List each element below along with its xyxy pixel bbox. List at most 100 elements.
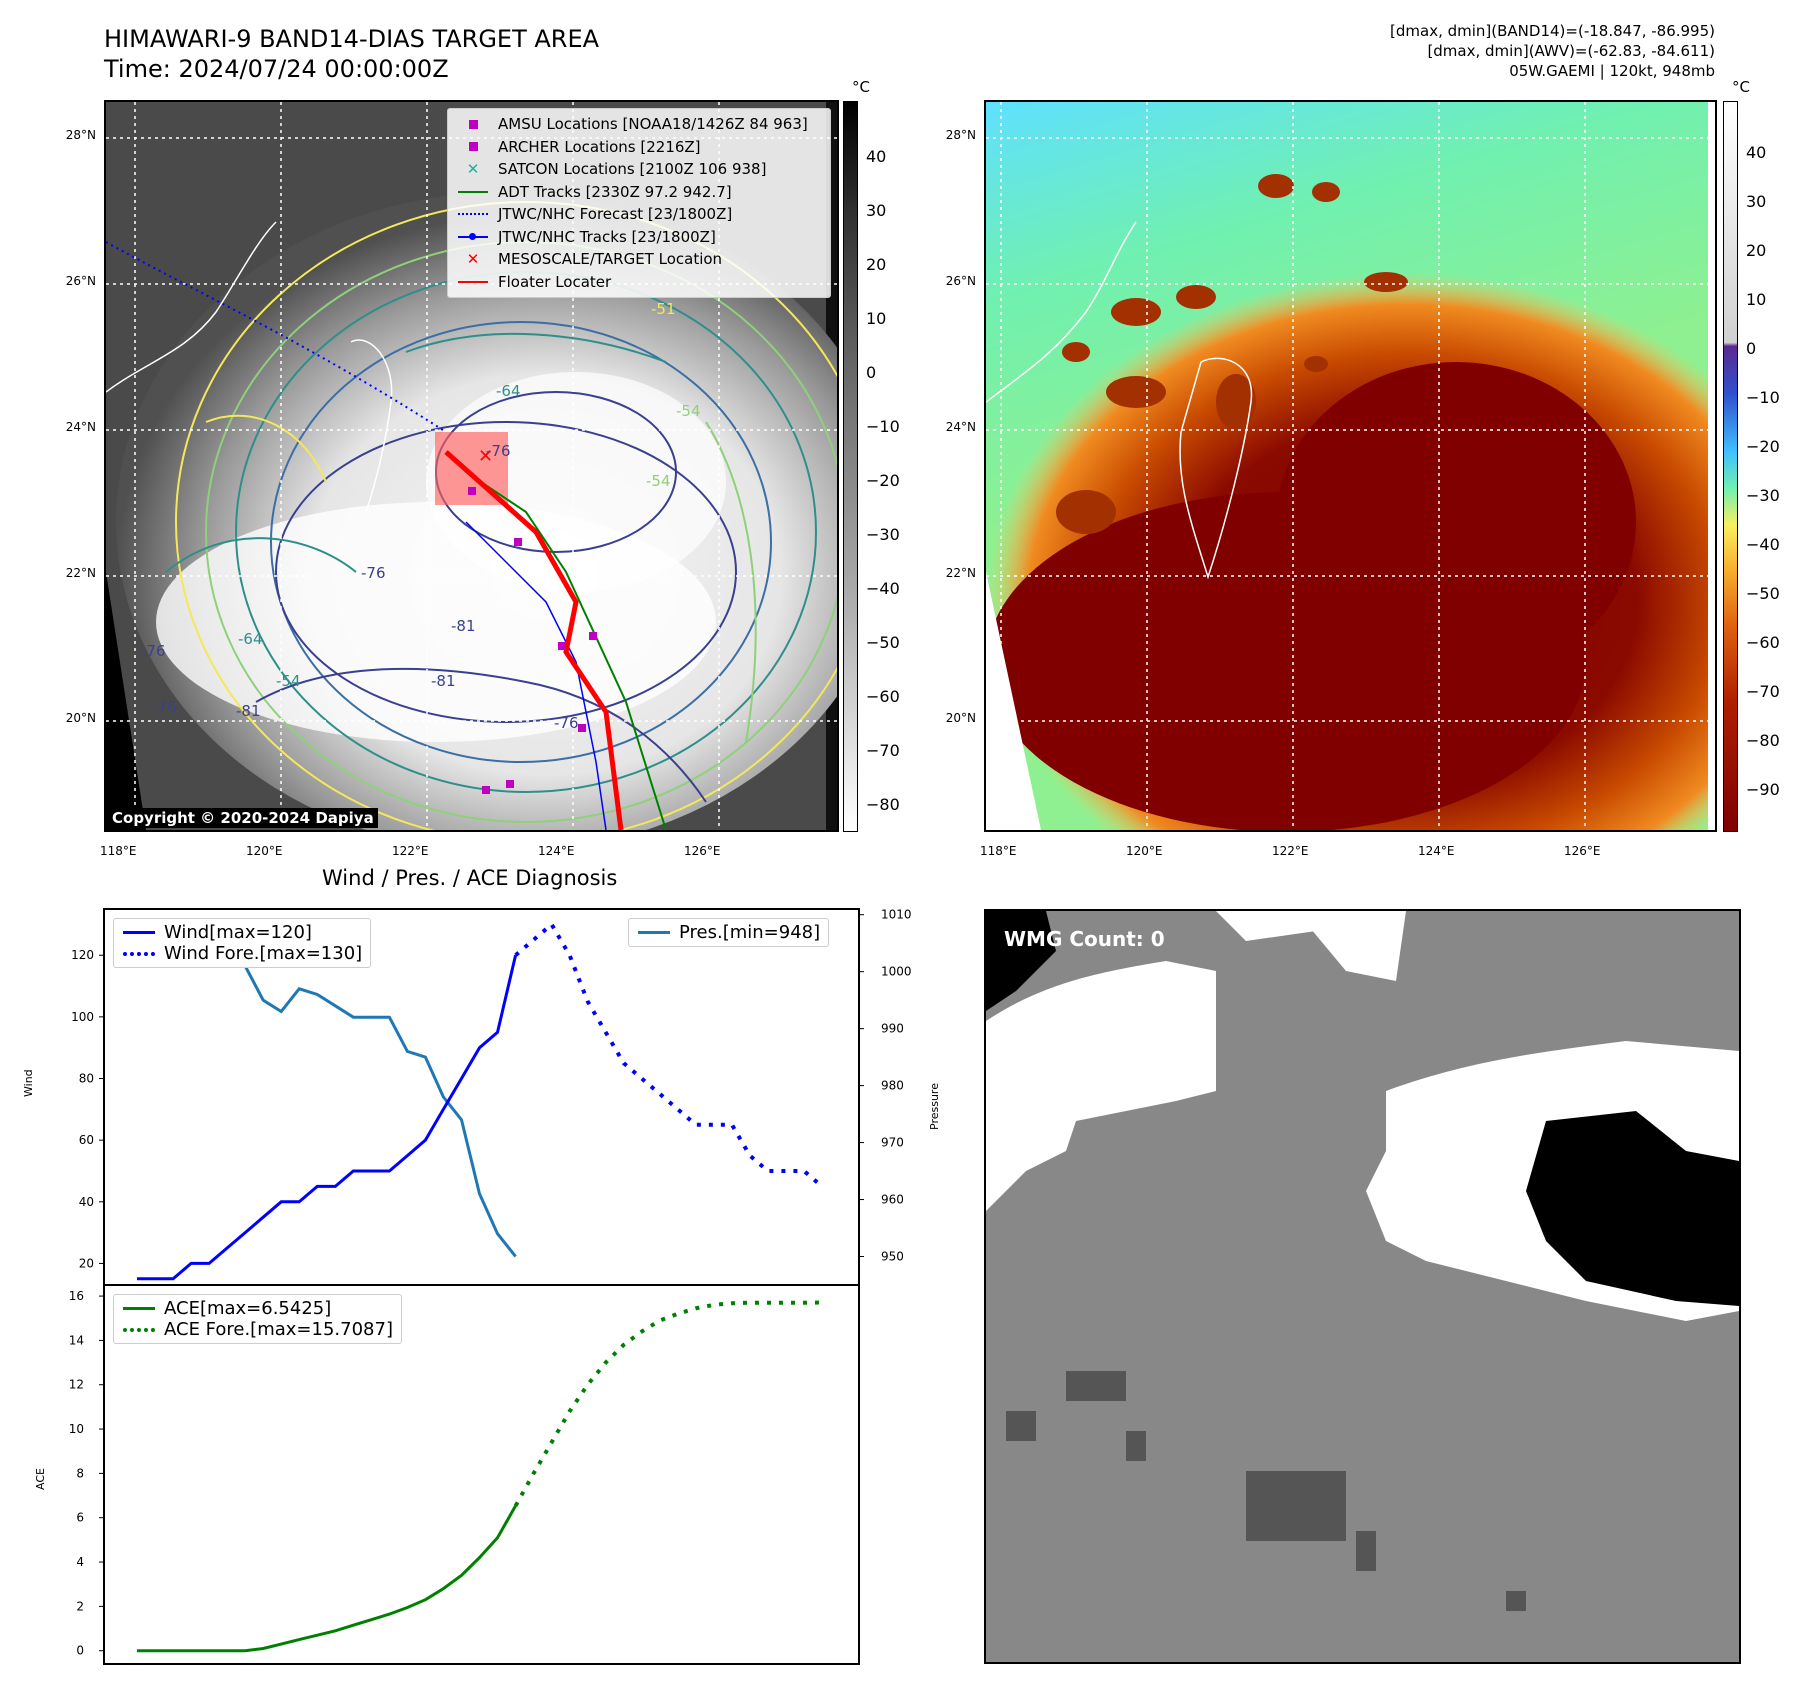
wind-tick-label: 80 bbox=[79, 1072, 94, 1086]
wind-forecast-series-line bbox=[514, 921, 824, 1188]
lon-label: 124°E bbox=[1418, 844, 1455, 858]
wmg-graphic bbox=[986, 911, 1739, 1662]
lon-label: 124°E bbox=[538, 844, 575, 858]
colorbar-tick-label: 30 bbox=[1746, 192, 1767, 211]
legend-label: JTWC/NHC Tracks [23/1800Z] bbox=[498, 227, 716, 246]
pressure-tick-label: 960 bbox=[881, 1193, 904, 1207]
target-marker: ✕ bbox=[478, 446, 493, 467]
colorbar-tick-label: −90 bbox=[1746, 780, 1780, 799]
wind-tick-label: 40 bbox=[79, 1195, 94, 1209]
legend-label: JTWC/NHC Forecast [23/1800Z] bbox=[498, 205, 733, 223]
legend-label: Wind Fore.[max=130] bbox=[164, 943, 363, 964]
lat-label: 20°N bbox=[65, 711, 96, 725]
chart-subtitle-time: Time: 2024/07/24 00:00:00Z bbox=[104, 55, 449, 83]
ace-tick-label: 4 bbox=[76, 1555, 84, 1569]
wind-legend: Wind[max=120] Wind Fore.[max=130] bbox=[113, 918, 372, 968]
colorbar-tick-label: −20 bbox=[866, 471, 900, 490]
colorbar-tick-label: −10 bbox=[1746, 388, 1780, 407]
ace-tick-label: 8 bbox=[76, 1466, 84, 1480]
legend-item-archer: ARCHER Locations [2216Z] bbox=[456, 136, 822, 159]
colorbar-tick-label: 40 bbox=[1746, 143, 1767, 162]
colorbar-tick-label: −30 bbox=[866, 525, 900, 544]
adt-track bbox=[480, 481, 667, 830]
contour-label: -54 bbox=[646, 472, 671, 490]
diagnosis-title: Wind / Pres. / ACE Diagnosis bbox=[322, 866, 618, 890]
colorbar-tick-label: −60 bbox=[866, 687, 900, 706]
lat-label: 26°N bbox=[945, 274, 976, 288]
colorbar-tick-label: −70 bbox=[1746, 682, 1780, 701]
info-band14-range: [dmax, dmin](BAND14)=(-18.847, -86.995) bbox=[1390, 22, 1715, 40]
square-marker-icon bbox=[468, 142, 478, 152]
line-marker-icon bbox=[123, 931, 155, 934]
pressure-series-line bbox=[136, 924, 517, 1258]
ace-axis-label: ACE bbox=[34, 1468, 47, 1490]
colorbar-tick-label: −80 bbox=[866, 795, 900, 814]
legend-label: ACE Fore.[max=15.7087] bbox=[164, 1319, 393, 1340]
ace-forecast-series-line bbox=[513, 1300, 823, 1507]
legend-label: AMSU Locations [NOAA18/1426Z 84 963] bbox=[498, 115, 808, 133]
colorbar-tick-label: 20 bbox=[1746, 241, 1767, 260]
ace-tick-label: 2 bbox=[76, 1599, 84, 1613]
pressure-tick-label: 970 bbox=[881, 1136, 904, 1150]
colorbar-tick-label: −20 bbox=[1746, 437, 1780, 456]
wmg-count-label: WMG Count: 0 bbox=[1004, 927, 1165, 951]
contour-label: -76 bbox=[152, 698, 177, 716]
colorbar-tick-label: 20 bbox=[866, 255, 887, 274]
contour-label: -51 bbox=[651, 300, 676, 318]
floater-track bbox=[444, 450, 624, 830]
colorbar-tick-label: −40 bbox=[1746, 535, 1780, 554]
contour-label: -76 bbox=[486, 442, 511, 460]
contour-label: -54 bbox=[676, 402, 701, 420]
colorbar-tick-label: 10 bbox=[866, 309, 887, 328]
ace-tick-label: 6 bbox=[76, 1511, 84, 1525]
lon-label: 122°E bbox=[392, 844, 429, 858]
legend-item-ace-forecast: ACE Fore.[max=15.7087] bbox=[122, 1319, 393, 1340]
lon-label: 126°E bbox=[1564, 844, 1601, 858]
legend-item-ace: ACE[max=6.5425] bbox=[122, 1298, 393, 1319]
colorbar-tick-label: −50 bbox=[866, 633, 900, 652]
lat-label: 24°N bbox=[65, 420, 96, 434]
ace-tick-label: 0 bbox=[76, 1644, 84, 1658]
colorbar-tick-label: 0 bbox=[866, 363, 877, 382]
wind-tick-label: 60 bbox=[79, 1133, 94, 1147]
ace-series-line bbox=[137, 1505, 517, 1653]
ir-map-legend: AMSU Locations [NOAA18/1426Z 84 963] ARC… bbox=[447, 108, 831, 298]
ace-tick-label: 10 bbox=[69, 1422, 84, 1436]
lat-label: 22°N bbox=[65, 566, 96, 580]
legend-item-pressure: Pres.[min=948] bbox=[637, 922, 820, 943]
contour-label: -54 bbox=[276, 672, 301, 690]
chart-title: HIMAWARI-9 BAND14-DIAS TARGET AREA bbox=[104, 25, 600, 53]
enhanced-colorbar-unit: °C bbox=[1732, 78, 1750, 96]
wmg-panel: WMG Count: 0 bbox=[984, 909, 1741, 1664]
best-track bbox=[465, 521, 607, 830]
colorbar-tick-label: −10 bbox=[866, 417, 900, 436]
line-marker-icon bbox=[123, 1307, 155, 1310]
ir-colorbar bbox=[843, 101, 858, 832]
legend-item-adt: ADT Tracks [2330Z 97.2 942.7] bbox=[456, 181, 822, 204]
contour-label: -81 bbox=[431, 672, 456, 690]
legend-item-amsu: AMSU Locations [NOAA18/1426Z 84 963] bbox=[456, 113, 822, 136]
legend-label: Wind[max=120] bbox=[164, 922, 312, 943]
colorbar-tick-label: 40 bbox=[866, 147, 887, 166]
legend-item-wind-forecast: Wind Fore.[max=130] bbox=[122, 943, 362, 964]
legend-label: ADT Tracks [2330Z 97.2 942.7] bbox=[498, 182, 732, 201]
lat-label: 22°N bbox=[945, 566, 976, 580]
legend-label: Pres.[min=948] bbox=[679, 922, 821, 943]
legend-label: Floater Locater bbox=[498, 272, 612, 291]
contour-label: -76 bbox=[361, 564, 386, 582]
lon-label: 126°E bbox=[684, 844, 721, 858]
contour-label: -64 bbox=[238, 630, 263, 648]
pressure-legend: Pres.[min=948] bbox=[628, 918, 830, 947]
legend-item-wind: Wind[max=120] bbox=[122, 922, 362, 943]
lat-label: 28°N bbox=[65, 128, 96, 142]
coastlines bbox=[986, 221, 1253, 580]
colorbar-tick-label: 10 bbox=[1746, 290, 1767, 309]
pressure-tick-label: 990 bbox=[881, 1022, 904, 1036]
ace-tick-label: 16 bbox=[69, 1289, 84, 1303]
contour-label: -76 bbox=[141, 642, 166, 660]
ir-colorbar-unit: °C bbox=[852, 78, 870, 96]
map-gridlines bbox=[986, 102, 1715, 830]
legend-label: SATCON Locations [2100Z 106 938] bbox=[498, 160, 767, 178]
square-marker-icon bbox=[468, 119, 478, 129]
legend-label: ACE[max=6.5425] bbox=[164, 1298, 332, 1319]
